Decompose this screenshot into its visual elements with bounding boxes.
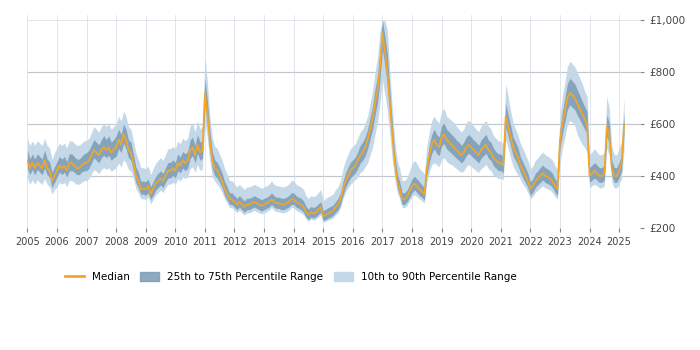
Legend: Median, 25th to 75th Percentile Range, 10th to 90th Percentile Range: Median, 25th to 75th Percentile Range, 1… (61, 268, 521, 287)
